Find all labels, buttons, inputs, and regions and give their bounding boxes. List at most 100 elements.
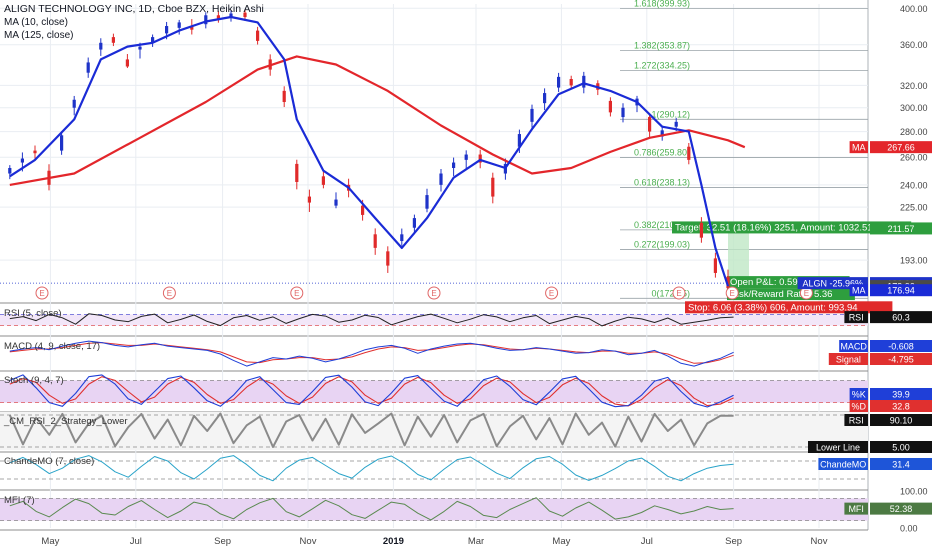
candle-body[interactable] (204, 15, 208, 25)
mfi-line[interactable] (9, 497, 734, 521)
fib-level-label: 0.618(238.13) (634, 178, 690, 188)
candle-body[interactable] (491, 177, 495, 197)
signal-badge-label-bg (828, 353, 868, 365)
mfi-badge-value: 52.38 (890, 504, 913, 514)
candle-body[interactable] (425, 195, 429, 209)
candle-body[interactable] (307, 196, 311, 203)
x-tick-label: Sep (214, 536, 231, 547)
price-badge-label: MA (852, 286, 866, 296)
stoch-d-badge-value-bg (870, 400, 932, 412)
candle-body[interactable] (452, 162, 456, 168)
candle-body[interactable] (20, 158, 24, 163)
candle-body[interactable] (111, 37, 115, 43)
candle-body[interactable] (582, 75, 586, 88)
candle-body[interactable] (543, 93, 547, 104)
fib-level-label: 0(172.85) (651, 288, 690, 298)
candle-body[interactable] (190, 26, 194, 30)
position-profit-zone[interactable] (728, 228, 749, 287)
candle-body[interactable] (334, 199, 338, 206)
candle-body[interactable] (660, 130, 664, 137)
candle-body[interactable] (713, 258, 717, 273)
x-tick-label: May (552, 536, 570, 547)
mfi-band (0, 498, 868, 521)
candle-body[interactable] (530, 108, 534, 122)
candle-body[interactable] (386, 251, 390, 266)
candle-body[interactable] (674, 121, 678, 127)
candle-body[interactable] (373, 234, 377, 248)
x-tick-label: Mar (468, 536, 484, 547)
candle-body[interactable] (165, 26, 169, 34)
candle-body[interactable] (99, 42, 103, 50)
candle-body[interactable] (177, 22, 181, 28)
rsi-line[interactable] (9, 313, 734, 327)
y-tick-label: 300.00 (900, 103, 928, 113)
stoch-d-line[interactable] (9, 376, 734, 407)
candle-body[interactable] (557, 76, 561, 88)
candle-body[interactable] (229, 13, 233, 18)
ma-fast-line[interactable] (9, 15, 730, 287)
macd-line[interactable] (9, 340, 734, 367)
candle-body[interactable] (60, 135, 64, 151)
candle-body[interactable] (464, 154, 468, 160)
earnings-marker[interactable] (672, 286, 686, 300)
candle-body[interactable] (33, 150, 37, 154)
fib-level-label: 0.272(199.03) (634, 240, 690, 250)
candle-body[interactable] (216, 15, 220, 19)
candle-body[interactable] (8, 167, 12, 174)
price-badge-label: ALGN -25.96% (803, 279, 864, 289)
candle-body[interactable] (517, 134, 521, 147)
candle-body[interactable] (648, 117, 652, 132)
candle-body[interactable] (243, 12, 247, 18)
candle-body[interactable] (125, 59, 129, 67)
stoch-d-badge-label: %D (852, 402, 867, 412)
candle-body[interactable] (321, 176, 325, 185)
mfi-tick-label: 0.00 (900, 524, 918, 534)
lower-line-badge-value: 5.00 (892, 443, 910, 453)
cmo-line[interactable] (9, 455, 734, 482)
candle-body[interactable] (608, 100, 612, 113)
candle-body[interactable] (282, 90, 286, 103)
earnings-marker[interactable] (162, 286, 176, 300)
candle-body[interactable] (361, 205, 365, 215)
candle-body[interactable] (412, 218, 416, 228)
stoch-k-line[interactable] (9, 374, 734, 408)
y-tick-label: 320.00 (900, 81, 928, 91)
stoch-title: Stoch (9, 4, 7) (4, 375, 64, 386)
ma-slow-line[interactable] (9, 55, 746, 186)
earnings-marker[interactable] (427, 286, 441, 300)
stoch-k-badge-label: %K (852, 390, 866, 400)
lower-line-badge-label-bg (808, 441, 868, 453)
candle-body[interactable] (256, 30, 260, 41)
y-tick-label: 360.00 (900, 40, 928, 50)
earnings-marker[interactable] (35, 286, 49, 300)
candle-body[interactable] (569, 78, 573, 86)
macd-badge-value-bg (870, 340, 932, 352)
earnings-marker[interactable] (545, 286, 559, 300)
candle-body[interactable] (439, 173, 443, 185)
candle-body[interactable] (687, 146, 691, 160)
rsi-badge-value: 60.3 (892, 313, 910, 323)
earnings-marker[interactable] (725, 286, 739, 300)
candle-body[interactable] (726, 276, 730, 289)
stoch-k-badge-value-bg (870, 388, 932, 400)
earnings-marker[interactable] (290, 286, 304, 300)
earnings-marker-label: E (294, 289, 299, 298)
candle-body[interactable] (72, 99, 76, 108)
candle-body[interactable] (699, 222, 703, 238)
y-tick-label: 225.00 (900, 203, 928, 213)
price-badge-label: MA (852, 143, 866, 153)
price-badge-label-bg (849, 141, 868, 154)
price-badge-value-bg (870, 141, 932, 154)
candle-body[interactable] (86, 62, 90, 73)
cm-rsi-line[interactable] (8, 412, 734, 448)
stoch-d-badge-value: 32.8 (892, 402, 910, 412)
candle-body[interactable] (295, 163, 299, 182)
macd-badge-value: -0.608 (888, 342, 914, 352)
candle-body[interactable] (151, 37, 155, 43)
candle-body[interactable] (400, 234, 404, 242)
candle-body[interactable] (138, 46, 142, 50)
candle-body[interactable] (478, 154, 482, 163)
mfi-tick-label: 100.00 (900, 487, 928, 497)
candle-body[interactable] (621, 107, 625, 118)
